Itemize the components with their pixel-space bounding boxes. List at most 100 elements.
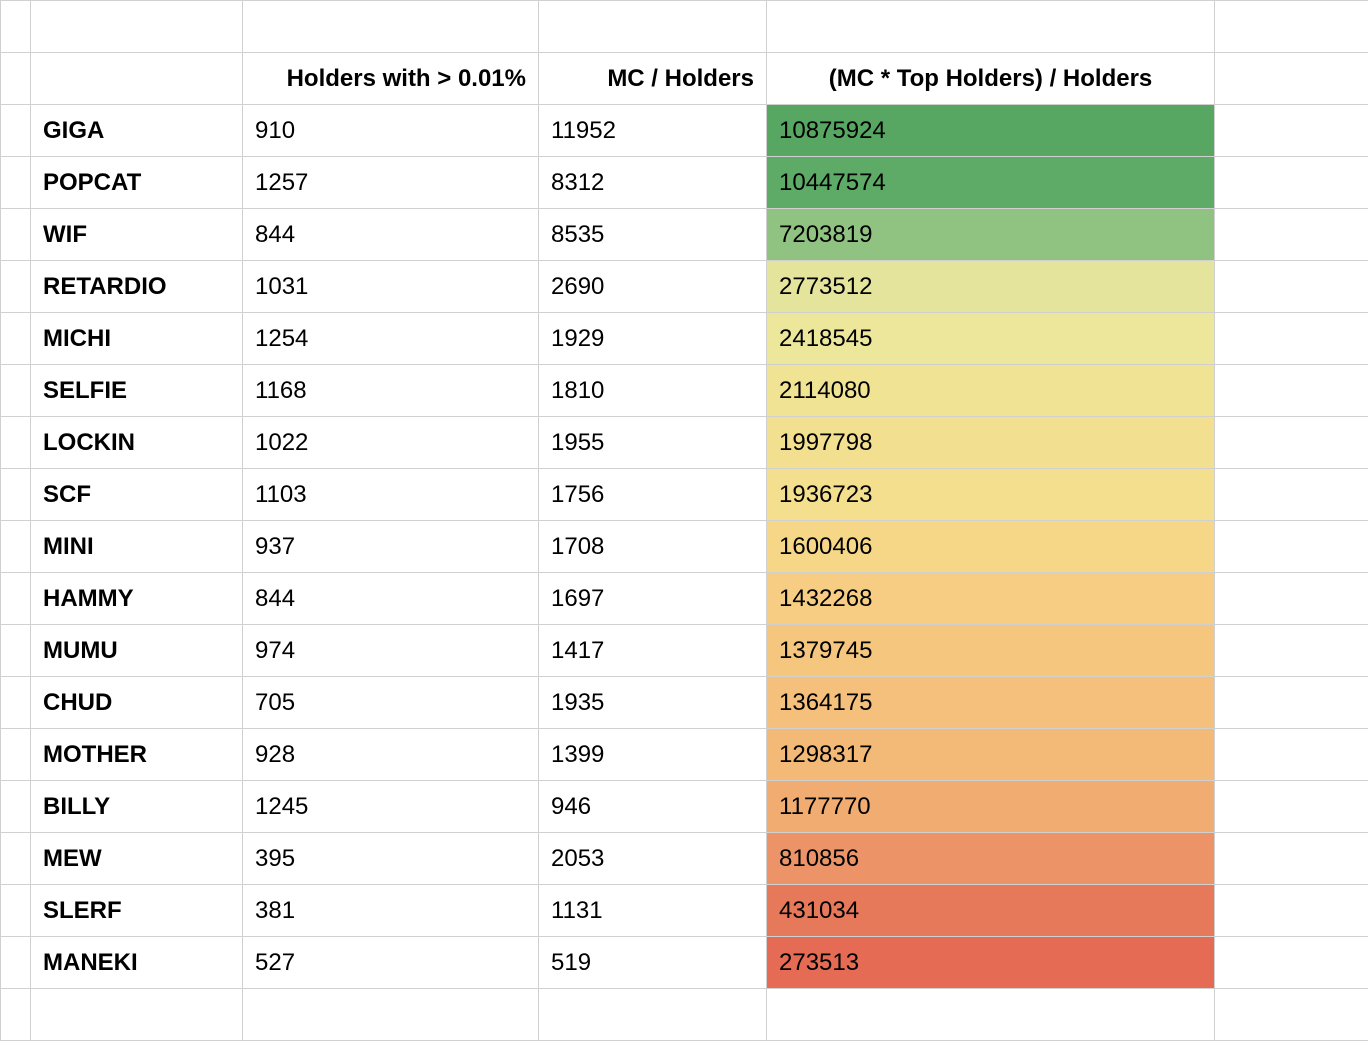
cell-mc-holders[interactable]: 1929 — [539, 313, 767, 365]
cell[interactable] — [767, 1, 1215, 53]
cell-holders[interactable]: 527 — [243, 937, 539, 989]
cell[interactable] — [1, 833, 31, 885]
cell[interactable] — [1215, 313, 1368, 365]
cell-holders[interactable]: 937 — [243, 521, 539, 573]
row-label[interactable]: SLERF — [31, 885, 243, 937]
row-label[interactable]: LOCKIN — [31, 417, 243, 469]
cell-mc-holders[interactable]: 1131 — [539, 885, 767, 937]
cell-holders[interactable]: 844 — [243, 209, 539, 261]
cell[interactable] — [1215, 417, 1368, 469]
row-label[interactable]: HAMMY — [31, 573, 243, 625]
cell[interactable] — [1, 781, 31, 833]
cell[interactable] — [1215, 729, 1368, 781]
cell[interactable] — [1215, 157, 1368, 209]
cell[interactable] — [1, 677, 31, 729]
cell-mc-holders[interactable]: 2690 — [539, 261, 767, 313]
cell[interactable] — [1, 521, 31, 573]
cell-mc-top[interactable]: 1432268 — [767, 573, 1215, 625]
cell[interactable] — [1, 937, 31, 989]
cell-mc-top[interactable]: 1936723 — [767, 469, 1215, 521]
cell-mc-top[interactable]: 431034 — [767, 885, 1215, 937]
row-label[interactable]: MUMU — [31, 625, 243, 677]
cell[interactable] — [1, 261, 31, 313]
cell-holders[interactable]: 928 — [243, 729, 539, 781]
cell-holders[interactable]: 1254 — [243, 313, 539, 365]
cell[interactable] — [1, 1, 31, 53]
cell[interactable] — [1, 105, 31, 157]
cell[interactable] — [1, 885, 31, 937]
cell[interactable] — [1215, 209, 1368, 261]
cell-holders[interactable]: 1022 — [243, 417, 539, 469]
cell[interactable] — [1215, 989, 1368, 1041]
cell-mc-top[interactable]: 10875924 — [767, 105, 1215, 157]
cell[interactable] — [1215, 105, 1368, 157]
row-label[interactable]: POPCAT — [31, 157, 243, 209]
cell[interactable] — [1215, 937, 1368, 989]
cell[interactable] — [539, 1, 767, 53]
cell[interactable] — [1, 989, 31, 1041]
cell[interactable] — [1215, 781, 1368, 833]
row-label[interactable]: RETARDIO — [31, 261, 243, 313]
cell[interactable] — [767, 989, 1215, 1041]
cell[interactable] — [1215, 53, 1368, 105]
cell-mc-top[interactable]: 273513 — [767, 937, 1215, 989]
cell[interactable] — [1215, 625, 1368, 677]
cell-holders[interactable]: 974 — [243, 625, 539, 677]
cell-mc-holders[interactable]: 1810 — [539, 365, 767, 417]
cell[interactable] — [1215, 573, 1368, 625]
cell-holders[interactable]: 844 — [243, 573, 539, 625]
cell[interactable] — [1215, 365, 1368, 417]
cell-mc-holders[interactable]: 1697 — [539, 573, 767, 625]
cell-holders[interactable]: 395 — [243, 833, 539, 885]
cell[interactable] — [243, 1, 539, 53]
header-mc-top[interactable]: (MC * Top Holders) / Holders — [767, 53, 1215, 105]
row-label[interactable]: MINI — [31, 521, 243, 573]
cell-holders[interactable]: 1257 — [243, 157, 539, 209]
cell-mc-holders[interactable]: 519 — [539, 937, 767, 989]
cell[interactable] — [1, 469, 31, 521]
cell-mc-top[interactable]: 1997798 — [767, 417, 1215, 469]
cell-mc-holders[interactable]: 1708 — [539, 521, 767, 573]
cell-mc-holders[interactable]: 1399 — [539, 729, 767, 781]
row-label[interactable]: BILLY — [31, 781, 243, 833]
cell-mc-holders[interactable]: 2053 — [539, 833, 767, 885]
cell[interactable] — [31, 989, 243, 1041]
row-label[interactable]: GIGA — [31, 105, 243, 157]
row-label[interactable]: WIF — [31, 209, 243, 261]
row-label[interactable]: SCF — [31, 469, 243, 521]
cell[interactable] — [539, 989, 767, 1041]
cell-holders[interactable]: 1103 — [243, 469, 539, 521]
cell-mc-holders[interactable]: 11952 — [539, 105, 767, 157]
cell-mc-top[interactable]: 2418545 — [767, 313, 1215, 365]
cell-mc-top[interactable]: 1298317 — [767, 729, 1215, 781]
row-label[interactable]: MOTHER — [31, 729, 243, 781]
cell-mc-top[interactable]: 10447574 — [767, 157, 1215, 209]
cell[interactable] — [1, 313, 31, 365]
cell[interactable] — [1, 625, 31, 677]
cell-mc-top[interactable]: 1379745 — [767, 625, 1215, 677]
cell[interactable] — [1215, 833, 1368, 885]
cell[interactable] — [1215, 1, 1368, 53]
cell-mc-holders[interactable]: 946 — [539, 781, 767, 833]
cell-mc-top[interactable]: 1600406 — [767, 521, 1215, 573]
cell[interactable] — [1215, 521, 1368, 573]
cell[interactable] — [1, 417, 31, 469]
cell-mc-top[interactable]: 7203819 — [767, 209, 1215, 261]
cell[interactable] — [1, 729, 31, 781]
header-label-blank[interactable] — [31, 53, 243, 105]
cell[interactable] — [1215, 885, 1368, 937]
cell-mc-holders[interactable]: 1935 — [539, 677, 767, 729]
header-mc-holders[interactable]: MC / Holders — [539, 53, 767, 105]
cell-holders[interactable]: 1168 — [243, 365, 539, 417]
cell[interactable] — [1, 209, 31, 261]
cell-holders[interactable]: 381 — [243, 885, 539, 937]
cell[interactable] — [1215, 469, 1368, 521]
cell-holders[interactable]: 1245 — [243, 781, 539, 833]
cell-holders[interactable]: 705 — [243, 677, 539, 729]
cell[interactable] — [1, 157, 31, 209]
cell[interactable] — [1, 573, 31, 625]
cell[interactable] — [1215, 261, 1368, 313]
cell[interactable] — [1215, 677, 1368, 729]
cell-holders[interactable]: 910 — [243, 105, 539, 157]
cell[interactable] — [1, 53, 31, 105]
